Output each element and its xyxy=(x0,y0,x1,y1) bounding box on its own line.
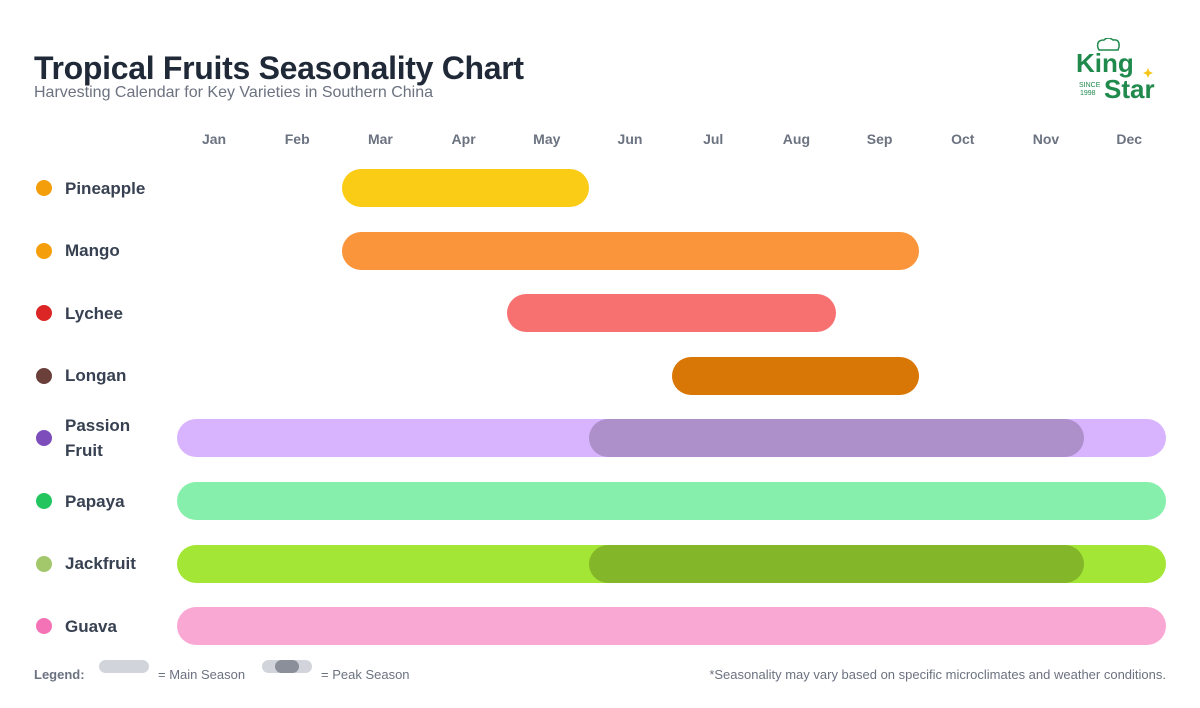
row-label: Pineapple xyxy=(36,163,155,213)
longan-icon xyxy=(36,367,52,384)
fruit-name: Guava xyxy=(65,616,117,636)
main-season-bar xyxy=(177,482,1166,520)
legend-label: Legend: xyxy=(34,667,85,682)
fruit-name: Papaya xyxy=(65,491,125,511)
main-season-bar xyxy=(341,169,590,207)
mango-icon xyxy=(36,242,52,259)
fruit-name: Longan xyxy=(65,366,127,386)
fruit-name: Passion Fruit xyxy=(65,416,131,461)
month-label: Jun xyxy=(617,131,643,147)
melon-icon xyxy=(36,555,52,572)
main-season-bar xyxy=(341,231,919,270)
row-label: Papaya xyxy=(36,476,155,526)
row-label: Lychee xyxy=(36,288,155,338)
svg-text:King: King xyxy=(1076,48,1134,78)
peak-season-bar xyxy=(589,419,1084,458)
footnote: *Seasonality may vary based on specific … xyxy=(709,667,1166,682)
row-label: Mango xyxy=(36,226,155,276)
svg-text:1998: 1998 xyxy=(1080,90,1096,97)
month-label: Sep xyxy=(866,131,893,147)
legend-main-text: = Main Season xyxy=(158,667,246,682)
strawberry-icon xyxy=(36,305,52,322)
month-label: Nov xyxy=(1032,131,1060,147)
legend-main-swatch xyxy=(99,660,149,673)
month-label: Mar xyxy=(367,131,393,147)
month-label: Jul xyxy=(703,131,724,147)
main-season-bar xyxy=(506,294,837,333)
kingstar-logo: King Star SINCE 1998 xyxy=(1076,38,1155,102)
month-label: Feb xyxy=(284,131,310,147)
passion-fruit-icon xyxy=(36,430,52,447)
chart-title: Tropical Fruits Seasonality Chart xyxy=(34,50,524,86)
fruit-name: Pineapple xyxy=(65,178,146,198)
svg-text:Star: Star xyxy=(1104,74,1155,102)
pineapple-icon xyxy=(36,180,52,196)
row-label: Longan xyxy=(36,351,155,401)
fruit-name: Lychee xyxy=(65,303,123,323)
svg-text:SINCE: SINCE xyxy=(1079,82,1101,89)
legend-peak-text: = Peak Season xyxy=(321,667,410,682)
month-label: Aug xyxy=(782,131,810,147)
main-season-bar xyxy=(177,607,1166,646)
blossom-icon xyxy=(36,618,52,635)
fruit-name: Mango xyxy=(65,241,120,261)
peak-season-bar xyxy=(589,544,1084,583)
row-label: Passion Fruit xyxy=(36,413,155,463)
month-label: Oct xyxy=(951,131,975,147)
month-label: Jan xyxy=(201,131,227,147)
row-label: Guava xyxy=(36,601,155,651)
legend-peak-swatch xyxy=(262,660,312,673)
chart-subtitle: Harvesting Calendar for Key Varieties in… xyxy=(34,84,434,101)
fruit-name: Jackfruit xyxy=(65,554,136,574)
month-label: Apr xyxy=(451,131,476,147)
papaya-icon xyxy=(36,493,52,509)
month-label: May xyxy=(533,131,561,147)
main-season-bar xyxy=(671,356,919,395)
month-label: Dec xyxy=(1116,131,1143,147)
row-label: Jackfruit xyxy=(36,539,155,589)
